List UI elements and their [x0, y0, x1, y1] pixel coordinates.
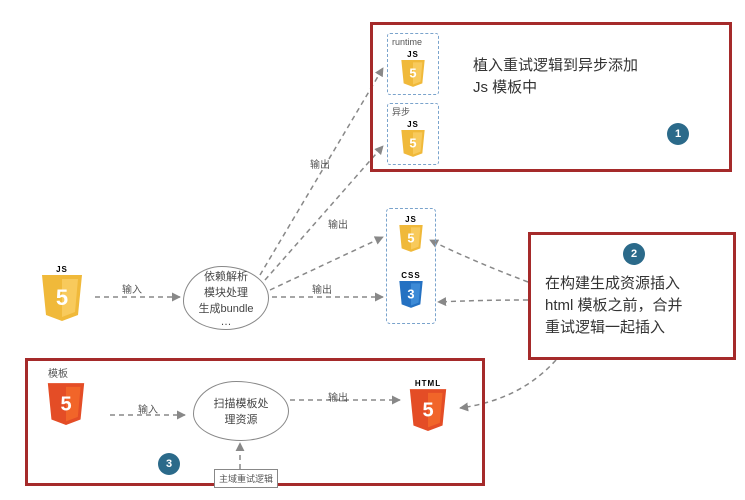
retry-rect: 主域重试逻辑	[214, 469, 278, 488]
runtime-js-cap: JS	[407, 50, 419, 59]
cloud-bundle: 依赖解析 模块处理 生成bundle …	[183, 266, 269, 330]
out-html-cap: HTML	[415, 379, 441, 388]
template-caption: 模板	[48, 367, 68, 382]
out-html-icon: HTML 5	[408, 379, 448, 433]
label-input2: 输入	[138, 403, 158, 418]
out-js-cap: JS	[405, 215, 417, 224]
label-input1: 输入	[122, 283, 142, 298]
cloud-bundle-text: 依赖解析 模块处理 生成bundle …	[198, 268, 253, 328]
svg-text:5: 5	[60, 393, 71, 415]
box2-text-l3: 重试逻辑一起插入	[545, 317, 665, 340]
box1-text-l1: 植入重试逻辑到异步添加	[473, 55, 638, 78]
main-js-cap: JS	[56, 265, 68, 274]
box-1: runtime JS 5 异步 JS 5 植入重试逻辑到异步添加 Js 模板中 …	[370, 22, 732, 172]
async-panel: 异步 JS 5	[387, 103, 439, 165]
svg-text:3: 3	[407, 287, 414, 302]
cloud-scan: 扫描模板处 理资源	[193, 381, 289, 441]
label-output2: 输出	[328, 218, 348, 233]
badge-1: 1	[667, 123, 689, 145]
svg-text:5: 5	[422, 399, 433, 421]
box2-text-l2: html 模板之前，合并	[545, 295, 683, 318]
runtime-panel: runtime JS 5	[387, 33, 439, 95]
box-3: 模板 5 扫描模板处 理资源 HTML 5 输入 输出 3 主域重试逻辑	[25, 358, 485, 486]
async-caption: 异步	[392, 106, 410, 120]
box-2: 2 在构建生成资源插入 html 模板之前，合并 重试逻辑一起插入	[528, 232, 736, 360]
badge-2: 2	[623, 243, 645, 265]
label-output1: 输出	[310, 158, 330, 173]
box1-text-l2: Js 模板中	[473, 77, 537, 100]
async-js-cap: JS	[407, 120, 419, 129]
label-output4: 输出	[328, 391, 348, 406]
runtime-js-icon: JS 5	[400, 50, 426, 88]
out-css-icon: CSS 3	[398, 271, 424, 309]
out-css-cap: CSS	[401, 271, 420, 280]
svg-text:5: 5	[409, 136, 416, 151]
box2-text-l1: 在构建生成资源插入	[545, 273, 680, 296]
output-panel: JS 5 CSS 3	[386, 208, 436, 324]
main-js-icon: JS 5	[40, 265, 84, 323]
tpl-html-icon: 5	[46, 383, 86, 427]
svg-text:5: 5	[56, 285, 68, 310]
badge-3: 3	[158, 453, 180, 475]
async-js-icon: JS 5	[400, 120, 426, 158]
label-output3: 输出	[312, 283, 332, 298]
out-js-icon: JS 5	[398, 215, 424, 253]
runtime-caption: runtime	[392, 36, 422, 50]
svg-text:5: 5	[409, 66, 416, 81]
svg-text:5: 5	[407, 231, 414, 246]
cloud-scan-text: 扫描模板处 理资源	[214, 395, 269, 427]
